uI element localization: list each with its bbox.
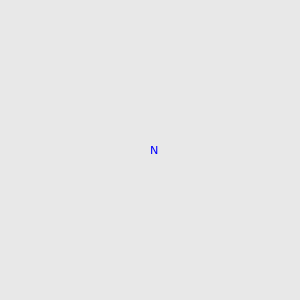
Text: N: N <box>150 146 158 157</box>
